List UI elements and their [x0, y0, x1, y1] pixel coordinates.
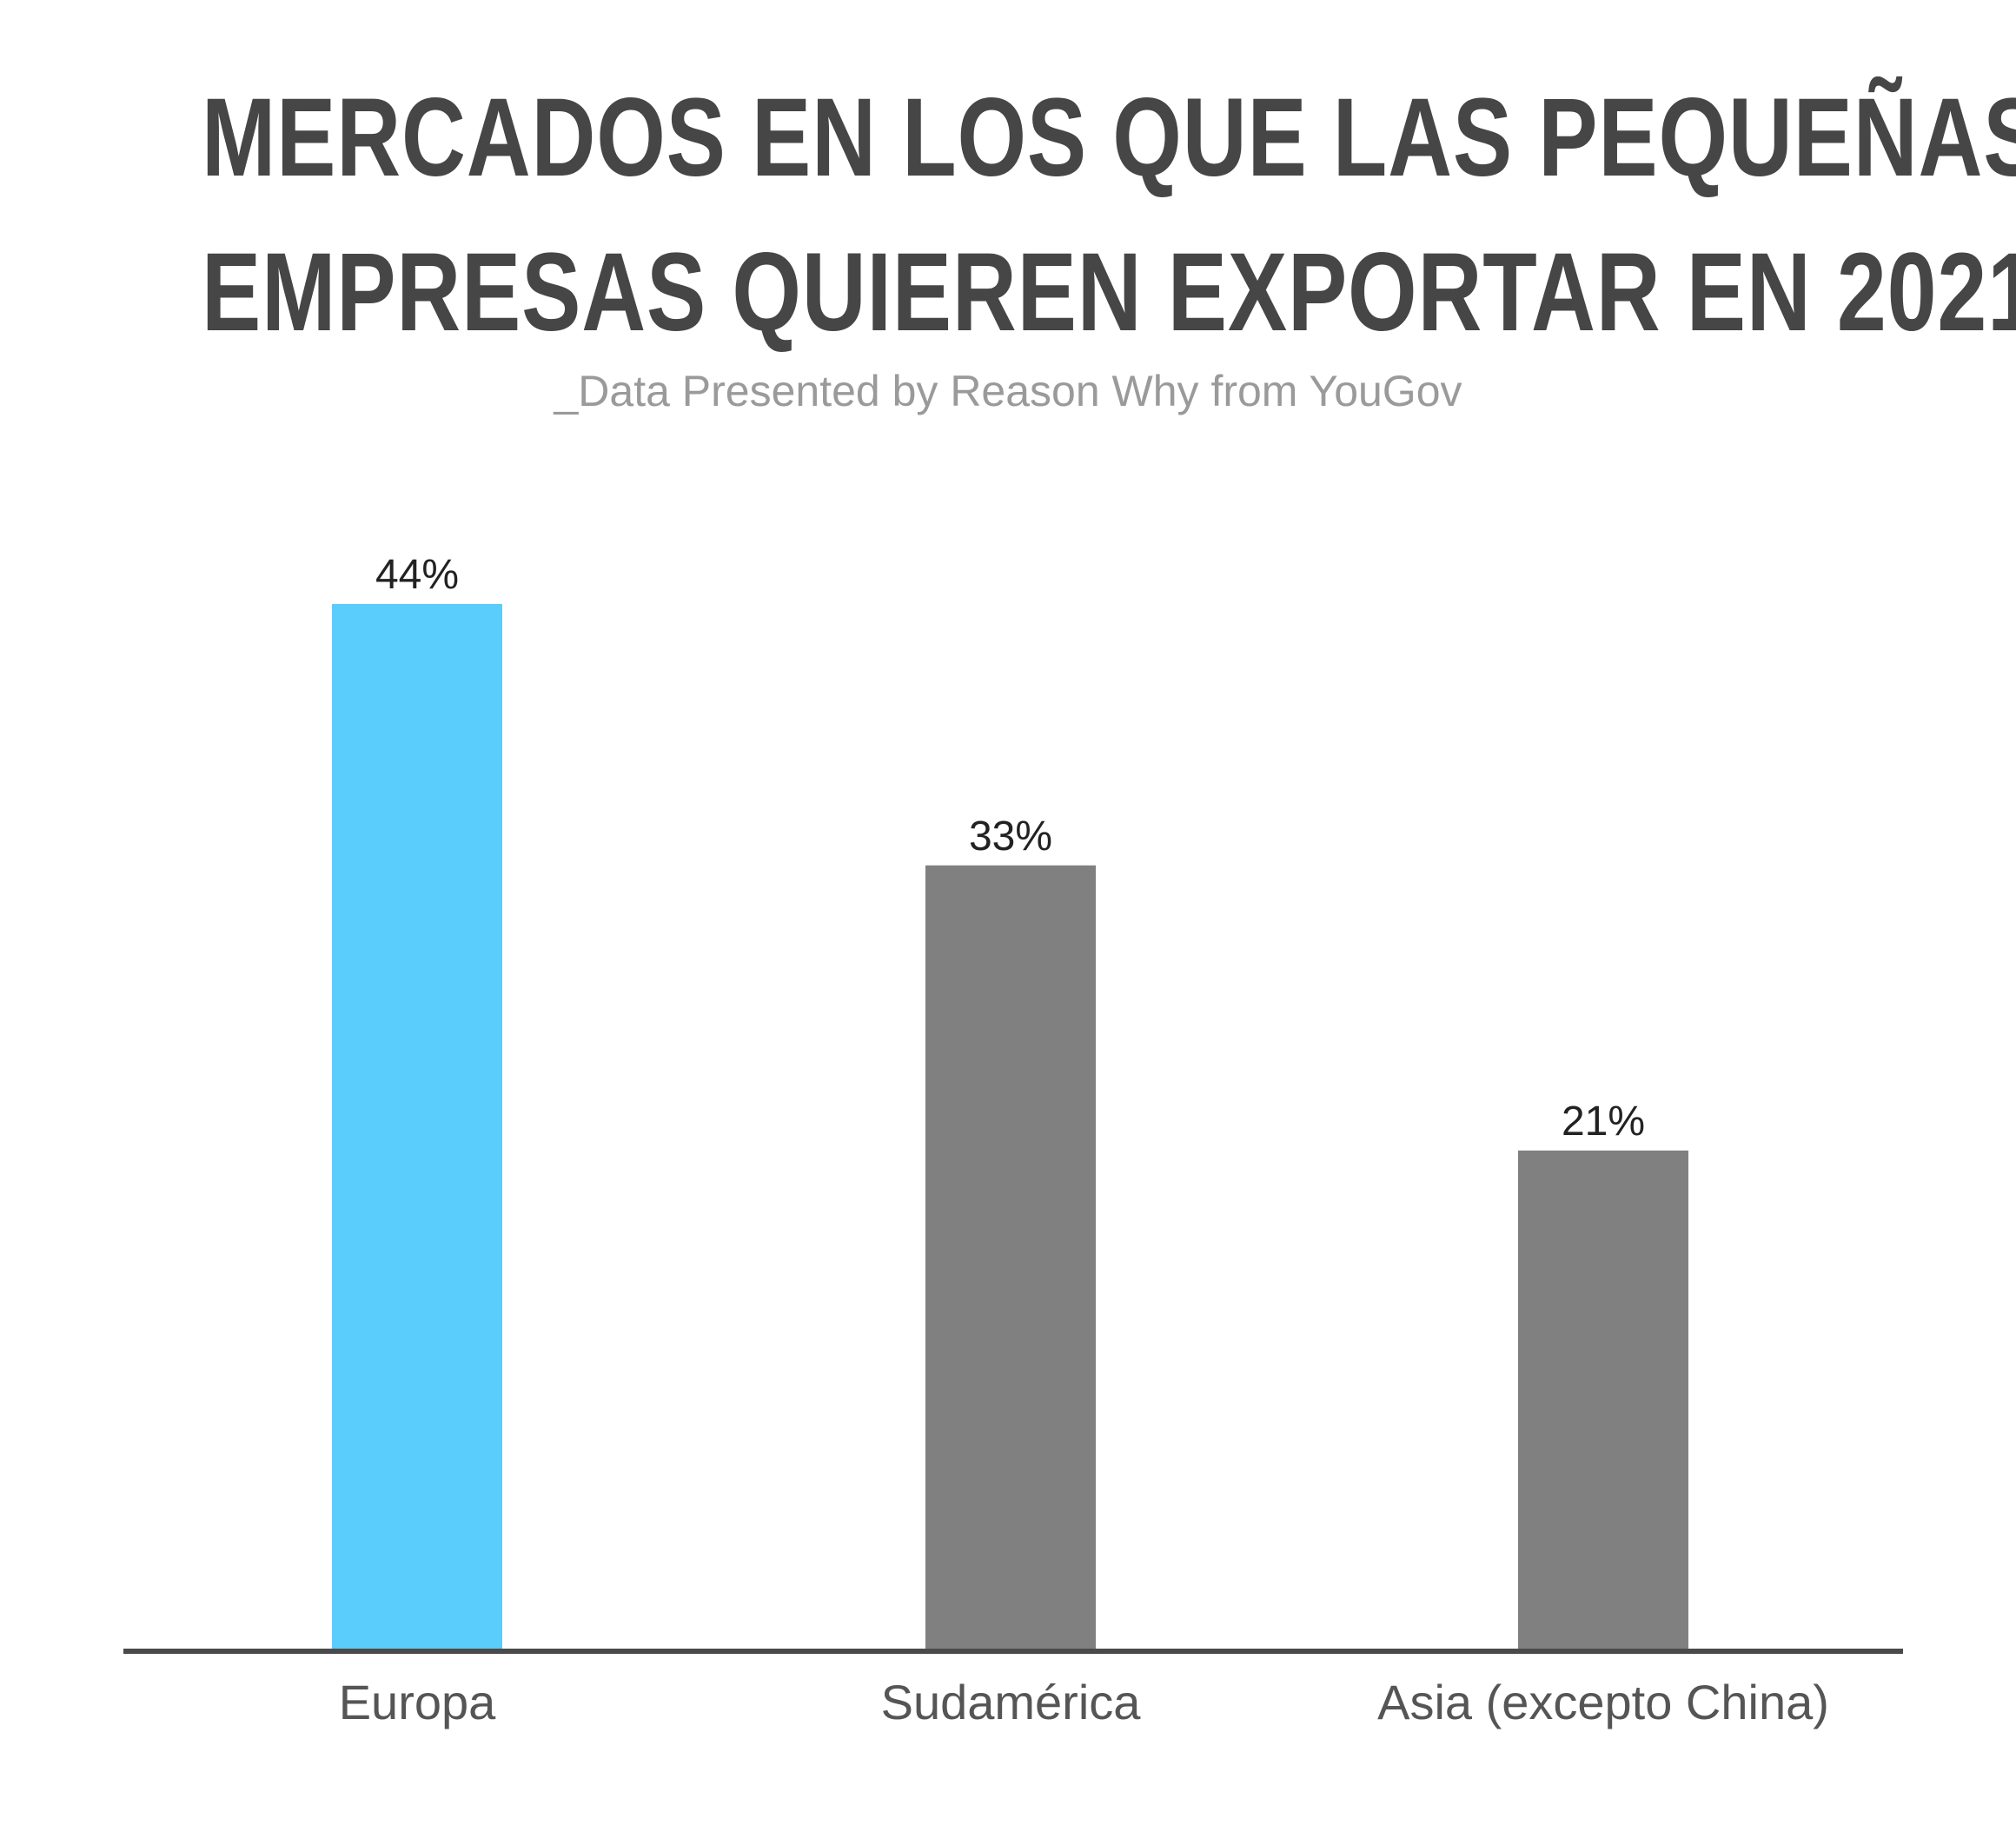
bar-value-label-3: 21% — [1562, 1099, 1645, 1145]
bar-3 — [1518, 1150, 1688, 1649]
bar-1 — [332, 604, 502, 1649]
category-label-1: Europa — [339, 1675, 496, 1729]
chart-title-line-2: EMPRESAS QUIEREN EXPORTAR EN 2021 — [202, 230, 2016, 355]
category-label-3: Asia (excepto China) — [1377, 1675, 1829, 1729]
chart-title: MERCADOS EN LOS QUE LAS PEQUEÑAS EMPRESA… — [202, 61, 2016, 370]
category-label-2: Sudamérica — [881, 1675, 1142, 1729]
chart-subtitle: _Data Presented by Reason Why from YouGo… — [554, 367, 1462, 415]
chart-title-line-1: MERCADOS EN LOS QUE LAS PEQUEÑAS — [202, 76, 2016, 200]
bar-value-label-2: 33% — [969, 813, 1052, 860]
bar-2 — [925, 865, 1096, 1649]
bar-value-label-1: 44% — [375, 552, 459, 598]
